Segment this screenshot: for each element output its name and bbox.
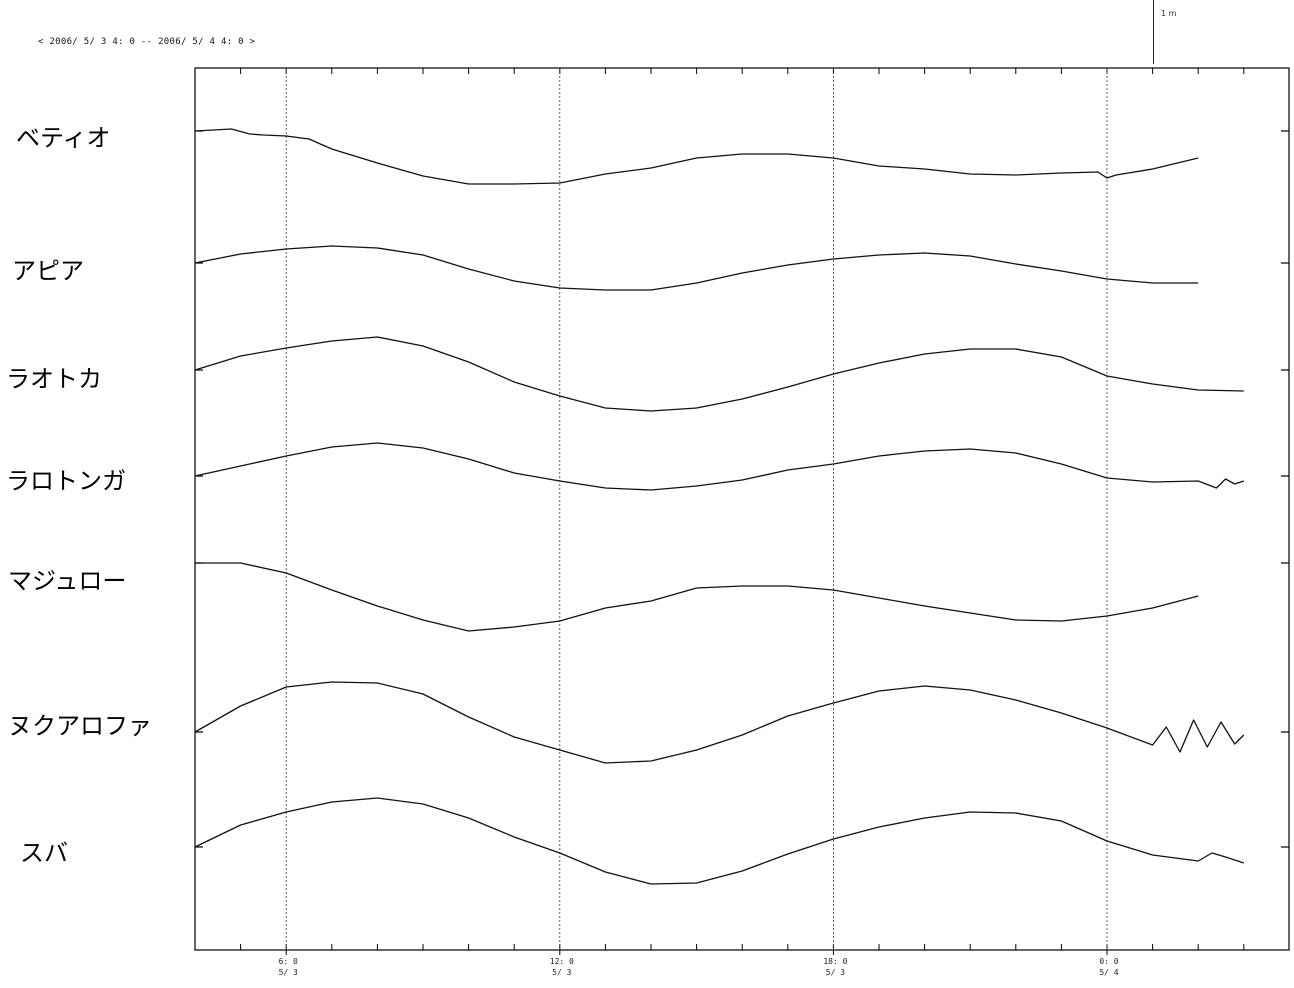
series-line [194,336,1244,412]
plot-frame [194,67,1290,951]
station-label-betio: ベティオ [16,124,111,152]
station-label-apia: アピア [12,257,84,285]
station-label-majuro: マジュロー [8,567,127,595]
x-tick-label-time: 18: 0 [823,957,847,966]
scale-bar [1153,0,1154,64]
station-label-nukualofa: ヌクアロファ [8,712,152,740]
station-label-lautoka: ラオトカ [6,365,102,393]
x-tick-label-date: 5/ 3 [552,968,571,977]
x-tick-label-time: 6: 0 [279,957,298,966]
series-line [194,128,1199,185]
x-tick-label-date: 5/ 3 [279,968,298,977]
series-line [194,681,1245,764]
station-label-rarotonga: ラロトンガ [6,467,126,495]
station-label-suva: スバ [20,839,68,867]
scale-label: 1 m [1161,9,1177,18]
x-tick-label-time: 0: 0 [1099,957,1118,966]
x-tick-label-time: 12: 0 [550,957,574,966]
series-line [194,245,1199,291]
time-range-label: < 2006/ 5/ 3 4: 0 -- 2006/ 5/ 4 4: 0 > [38,37,256,47]
series-line [194,797,1245,885]
series-line [194,442,1245,491]
series-line [195,562,1199,632]
x-tick-label-date: 5/ 3 [826,968,845,977]
x-tick-label-date: 5/ 4 [1099,968,1118,977]
